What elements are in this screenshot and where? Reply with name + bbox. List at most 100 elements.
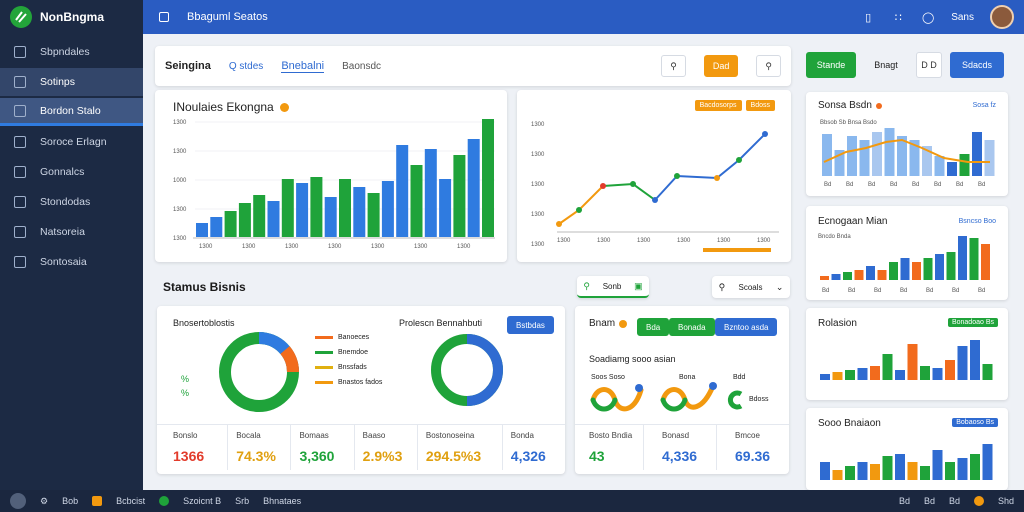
toggle-button[interactable]: D D [916, 52, 942, 78]
mini1-chart: Bd Bd Bd Bd Bd Bd Bd Bd [822, 128, 995, 188]
avatar[interactable] [990, 5, 1014, 29]
x-tick-label: Bd [874, 288, 881, 294]
brand[interactable]: NonBngma [0, 0, 143, 34]
mini1-legend: Bbsob Sb Bnsa Bsdo [820, 120, 877, 126]
menu-icon[interactable] [159, 12, 169, 22]
help-icon[interactable]: ◯ [922, 11, 935, 24]
sidebar-item-3[interactable]: Bordon Stalo [0, 98, 143, 126]
bottom-item-3[interactable]: Szoicnt B [183, 496, 222, 506]
bar [958, 236, 967, 280]
stat-value: 4,336 [662, 448, 698, 464]
filter-link[interactable]: Baonsdc [342, 60, 382, 72]
x-tick-label: 1300 [242, 244, 256, 250]
users-icon [14, 226, 26, 238]
sidebar-item-5[interactable]: Gonnalcs [0, 158, 143, 186]
user-name[interactable]: Sans [951, 11, 974, 23]
donut-1-orange [280, 346, 300, 373]
search-link[interactable]: Q stdes [228, 60, 264, 72]
link-tab[interactable]: Bnebalni [281, 59, 325, 73]
sidebar-item-7[interactable]: Natsoreia [0, 218, 143, 246]
status-green-button-2[interactable]: Bonada [669, 318, 715, 336]
sidebar-item-6[interactable]: Stondodas [0, 188, 143, 216]
green-button[interactable]: Stande [806, 52, 856, 78]
line-series-blue [654, 133, 766, 201]
blue-button[interactable]: Sdacds [950, 52, 1004, 78]
x-tick-label: 1300 [371, 244, 385, 250]
search-icon: ⚲ [718, 281, 726, 292]
notification-icon[interactable]: ▯ [865, 11, 872, 24]
toolbar-card: Seingina Q stdes Bnebalni Baonsdc ⚲ Dad … [155, 46, 791, 86]
settings-icon[interactable]: ⚙ [40, 495, 49, 506]
mini2-link[interactable]: Bsncso Boo [958, 218, 996, 225]
status-blue-button[interactable]: Bzntoo asda [715, 318, 778, 336]
sidebar-item-8[interactable]: Sontosaia [0, 248, 143, 276]
topbar: Bbaguml Seatos ▯ ∷ ◯ Sans [143, 0, 1024, 34]
dropdown-1[interactable]: ⚲ Sonb ▣ [577, 276, 649, 298]
x-tick-label: 1300 [557, 238, 571, 244]
status-green-button-1[interactable]: Bda [637, 318, 670, 336]
search-icon[interactable]: ⚲ [756, 55, 781, 77]
mini1-link[interactable]: Sosa fz [972, 102, 996, 109]
legend-swatch [315, 381, 333, 384]
status-label-1: Soos Soso [591, 374, 625, 381]
stat-value: 74.3% [236, 448, 276, 464]
bar [482, 119, 494, 237]
bar [324, 197, 337, 237]
x-tick-label: 1300 [199, 244, 213, 250]
stat-value: 2.9%3 [362, 448, 403, 464]
apps-icon[interactable]: ∷ [894, 11, 902, 24]
dropdown-2[interactable]: ⚲ Scoals ⌄ [712, 276, 790, 298]
sidebar: NonBngma Sbpndales Sotinps Bordon Stalo … [0, 0, 143, 490]
bar [877, 270, 887, 280]
bar [889, 262, 898, 280]
bottom-item-5[interactable]: Bhnataes [263, 496, 302, 506]
bottom-right-2[interactable]: Bd [923, 496, 935, 506]
legend-item: Bnastos fados [315, 379, 382, 386]
info-icon[interactable] [279, 102, 289, 112]
bottom-item-1[interactable]: Bob [62, 496, 79, 506]
bar [238, 203, 251, 237]
sidebar-item-2[interactable]: Sotinps [0, 68, 143, 96]
bottom-right-1[interactable]: Bd [898, 496, 910, 506]
bar [859, 140, 870, 176]
badge-2[interactable]: Bdoss [745, 100, 775, 111]
mini1-header: Sonsa Bsdn [818, 100, 882, 111]
dropdown-2-label: Scoals [738, 282, 763, 292]
bar [820, 276, 829, 280]
right-toolbar: Stande Bnagt D D Sdacds [806, 52, 1010, 78]
orange-button[interactable]: Dad [703, 55, 739, 77]
sidebar-item-label: Sbpndales [40, 46, 90, 58]
text-tab[interactable]: Bnagt [874, 60, 898, 70]
trend-line [823, 138, 990, 163]
mini3-badge[interactable]: Bonadoao Bs [947, 318, 998, 327]
search-button[interactable]: ⚲ [661, 55, 686, 77]
bottom-right-3[interactable]: Bd [948, 496, 960, 506]
orange-dot-icon [973, 496, 984, 506]
bar [970, 340, 980, 380]
bottom-item-4[interactable]: Srb [235, 496, 250, 506]
status-ring [727, 390, 743, 410]
mini-chart-2: Ecnogaan Mian Bsncso Boo Bncdo Bnda Bd Bd… [806, 206, 1008, 300]
bar [982, 364, 993, 380]
bar [453, 155, 466, 237]
mini-chart-3: Rolasion Bonadoao Bs [806, 308, 1008, 400]
bar [907, 462, 918, 480]
bar [339, 179, 351, 237]
badge-1[interactable]: Bacdosorps [694, 100, 742, 111]
stat-value: 294.5%3 [425, 448, 482, 464]
mini1-title: Sonsa Bsdn [818, 100, 872, 111]
y-tick-label: 1300 [173, 207, 187, 213]
mini4-badge[interactable]: Bobaoso Bs [952, 418, 998, 427]
info-icon[interactable] [619, 319, 628, 328]
bottom-right-4[interactable]: Shd [997, 496, 1014, 506]
sidebar-item-1[interactable]: Sbpndales [0, 38, 143, 66]
line-chart: 1300 1300 1300 1300 1300 1300 1300 1300 1300 1300… [531, 122, 779, 252]
bottom-item-2[interactable]: Bcbcist [116, 496, 146, 506]
avatar[interactable] [10, 493, 26, 509]
donut-button[interactable]: Bstbdas [507, 316, 554, 334]
sidebar-item-4[interactable]: Soroce Erlagn [0, 128, 143, 156]
info-icon[interactable] [875, 102, 882, 109]
bar [945, 360, 955, 380]
donut-legend: Banoeces Bnemdoe Bnssfads Bnastos fados [315, 334, 382, 386]
x-tick-label: 1300 [717, 238, 731, 244]
